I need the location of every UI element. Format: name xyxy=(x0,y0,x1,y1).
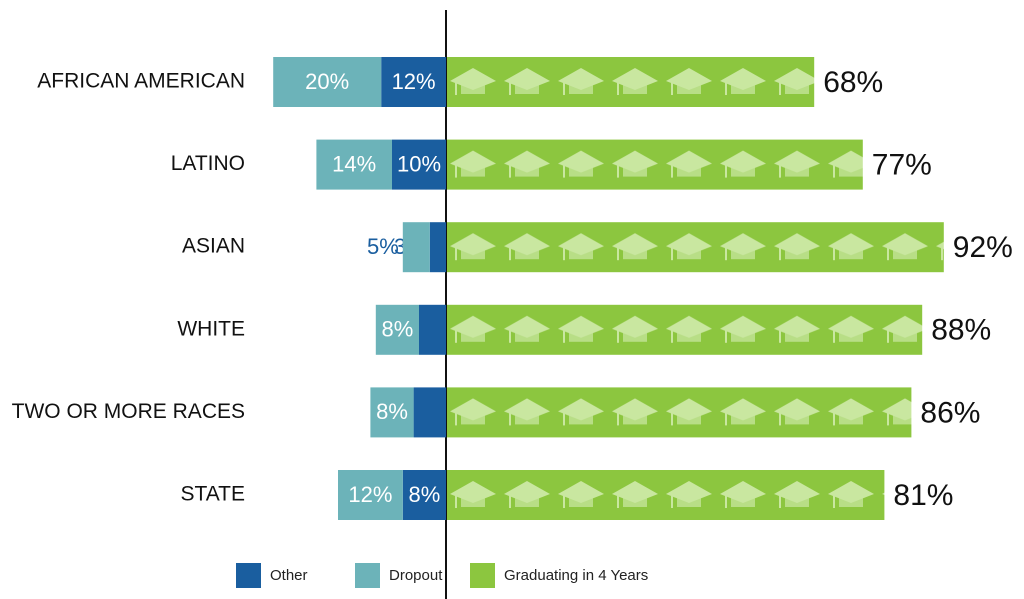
bar-segment xyxy=(447,304,923,355)
category-label: TWO OR MORE RACES xyxy=(12,400,245,423)
category-label: STATE xyxy=(180,483,245,506)
bar-segment xyxy=(447,57,815,107)
value-label: 20% xyxy=(305,69,349,94)
value-label: 14% xyxy=(332,151,376,176)
value-label: 5% xyxy=(367,234,399,259)
value-label: 68% xyxy=(823,66,883,99)
value-label: 8% xyxy=(409,482,441,507)
value-label: 8% xyxy=(382,317,414,342)
bar-segment xyxy=(392,139,446,190)
bar-segment xyxy=(447,222,944,273)
bar-segment xyxy=(413,387,446,438)
category-label: WHITE xyxy=(177,317,245,340)
value-label: 12% xyxy=(348,482,392,507)
bar-segment xyxy=(447,470,885,520)
bar-segment xyxy=(402,222,430,273)
category-label: ASIAN xyxy=(182,235,245,258)
value-label: 12% xyxy=(392,69,436,94)
legend-swatch xyxy=(355,563,380,588)
bar-segment xyxy=(419,304,446,355)
value-label: 92% xyxy=(953,231,1013,264)
bar-segment xyxy=(338,470,403,520)
category-label: LATINO xyxy=(171,152,245,175)
legend-label: Other xyxy=(270,567,308,584)
value-label: 77% xyxy=(872,149,932,182)
value-label: 8% xyxy=(376,399,408,424)
bar-segment xyxy=(370,387,414,438)
value-label: 10% xyxy=(397,151,441,176)
value-label: 81% xyxy=(893,479,953,512)
bar-segment xyxy=(316,139,392,190)
value-label: 88% xyxy=(931,314,991,347)
legend-label: Graduating in 4 Years xyxy=(504,567,648,584)
value-label: 86% xyxy=(920,396,980,429)
legend-swatch xyxy=(236,563,261,588)
bar-segment xyxy=(402,470,446,520)
bar-segment xyxy=(447,387,912,438)
bar-segment xyxy=(429,222,446,273)
bar-segment xyxy=(273,57,382,107)
bar-segment xyxy=(447,139,863,190)
bar-segment xyxy=(375,304,419,355)
bar-segment xyxy=(381,57,446,107)
legend-swatch xyxy=(470,563,495,588)
legend-label: Dropout xyxy=(389,567,443,584)
category-label: AFRICAN AMERICAN xyxy=(37,70,245,93)
